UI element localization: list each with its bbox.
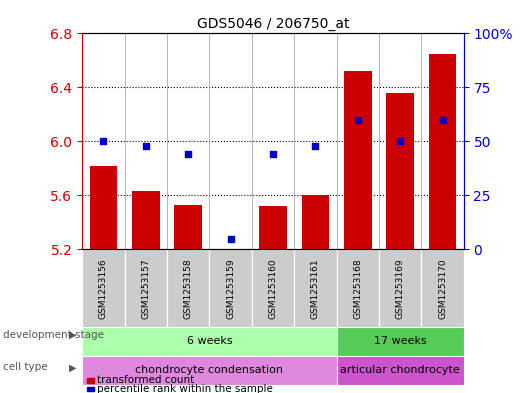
Point: [226, 235, 235, 242]
Text: GSM1253158: GSM1253158: [184, 259, 192, 319]
Bar: [82, 356, 337, 385]
Text: ▶: ▶: [69, 362, 77, 373]
Bar: [379, 250, 421, 327]
Text: GSM1253170: GSM1253170: [438, 259, 447, 319]
Bar: [174, 205, 202, 250]
Bar: [337, 250, 379, 327]
Text: GSM1253161: GSM1253161: [311, 259, 320, 319]
Bar: [125, 250, 167, 327]
Point: [99, 138, 108, 145]
Text: ▶: ▶: [69, 330, 77, 340]
Bar: [344, 71, 372, 250]
Bar: [209, 250, 252, 327]
Bar: [429, 54, 456, 250]
Bar: [337, 327, 464, 356]
Text: GSM1253168: GSM1253168: [354, 259, 362, 319]
Point: [184, 151, 192, 158]
Point: [311, 143, 320, 149]
Text: development stage: development stage: [3, 330, 104, 340]
Text: percentile rank within the sample: percentile rank within the sample: [97, 384, 273, 393]
Text: articular chondrocyte: articular chondrocyte: [340, 365, 460, 375]
Text: 6 weeks: 6 weeks: [187, 336, 232, 346]
Text: 17 weeks: 17 weeks: [374, 336, 427, 346]
Text: GSM1253169: GSM1253169: [396, 259, 404, 319]
Bar: [386, 93, 414, 250]
Point: [354, 117, 362, 123]
Bar: [82, 327, 337, 356]
Text: GSM1253157: GSM1253157: [142, 259, 150, 319]
Point: [396, 138, 404, 145]
Text: GSM1253160: GSM1253160: [269, 259, 277, 319]
Bar: [90, 166, 117, 250]
Bar: [421, 250, 464, 327]
Text: transformed count: transformed count: [97, 375, 194, 386]
Point: [438, 117, 447, 123]
Bar: [167, 250, 209, 327]
Text: GSM1253156: GSM1253156: [99, 259, 108, 319]
Point: [269, 151, 277, 158]
Title: GDS5046 / 206750_at: GDS5046 / 206750_at: [197, 17, 349, 31]
Text: GSM1253159: GSM1253159: [226, 259, 235, 319]
Bar: [217, 250, 244, 251]
Bar: [337, 356, 464, 385]
Bar: [302, 195, 329, 250]
Bar: [132, 191, 160, 250]
Bar: [82, 250, 125, 327]
Bar: [259, 206, 287, 250]
Bar: [294, 250, 337, 327]
Text: chondrocyte condensation: chondrocyte condensation: [135, 365, 284, 375]
Bar: [252, 250, 294, 327]
Point: [142, 143, 150, 149]
Text: cell type: cell type: [3, 362, 47, 373]
